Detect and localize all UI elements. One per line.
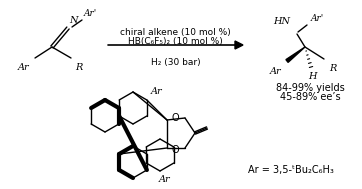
Text: N: N [69, 16, 77, 25]
Text: Ar: Ar [159, 175, 171, 184]
Text: Ar: Ar [151, 87, 163, 96]
Polygon shape [286, 47, 305, 62]
Text: HN: HN [273, 17, 290, 26]
Text: 45-89% ee’s: 45-89% ee’s [280, 92, 340, 102]
Text: Ar': Ar' [311, 14, 324, 23]
Polygon shape [235, 41, 243, 49]
Text: H₂ (30 bar): H₂ (30 bar) [151, 58, 200, 67]
Text: Ar: Ar [17, 63, 29, 72]
Text: Ar': Ar' [84, 9, 97, 18]
Text: O: O [171, 113, 178, 123]
Text: Ar = 3,5-ᵗBu₂C₆H₃: Ar = 3,5-ᵗBu₂C₆H₃ [248, 165, 334, 175]
Text: 84-99% yields: 84-99% yields [275, 83, 344, 93]
Text: Ar: Ar [269, 67, 281, 76]
Text: R: R [75, 63, 83, 72]
Text: HB(C₆F₅)₂ (10 mol %): HB(C₆F₅)₂ (10 mol %) [128, 37, 223, 46]
Text: chiral alkene (10 mol %): chiral alkene (10 mol %) [120, 28, 231, 37]
Text: R: R [329, 64, 336, 73]
Text: O: O [171, 145, 178, 155]
Text: H: H [308, 72, 316, 81]
